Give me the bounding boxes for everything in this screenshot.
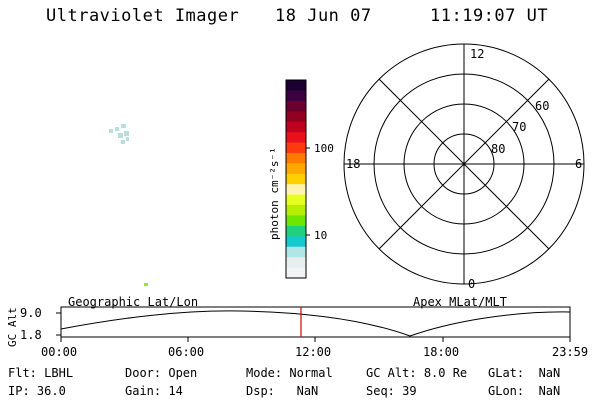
dsp-value: NaN [296,384,319,398]
mode-status: Mode: Normal [246,366,333,380]
x-tick-label-1200: 12:00 [295,345,332,359]
colorbar-unit-label: photon cm⁻²s⁻¹ [268,147,281,240]
gain-value: 14 [168,384,183,398]
geographic-image-panel [109,124,148,286]
mode-value: Normal [289,366,333,380]
seq-status: Seq: 39 [366,384,417,398]
glat-status: GLat: NaN [488,366,560,380]
colorbar-swatch [286,142,306,154]
colorbar: 100 10 photon cm⁻²s⁻¹ [268,79,334,279]
y-tick-label-low: 1.8 [20,328,42,342]
aurora-speck-cluster [109,124,129,144]
colorbar-swatch [286,267,306,279]
colorbar-tick-label-100: 100 [314,142,334,155]
orbit-altitude-curve [60,310,571,337]
filter-status: Flt: LBHL [8,366,73,380]
colorbar-swatch [286,236,306,248]
door-value: Open [168,366,198,380]
orbit-panel-frame [60,306,571,338]
colorbar-frame [285,79,307,279]
data-pixel [144,283,148,286]
orbit-altitude-panel: GC Alt [6,306,571,347]
colorbar-swatch [286,257,306,269]
x-tick-label-2359: 23:59 [552,345,589,359]
lat-label-60: 60 [535,99,549,113]
colorbar-swatch [286,215,306,227]
geographic-label: Geographic Lat/Lon [68,295,199,309]
dsp-label: Dsp: [246,384,275,398]
colorbar-swatch [286,194,306,206]
instrument-title: Ultraviolet Imager [46,6,240,26]
colorbar-swatch [286,121,306,133]
x-tick-label-1800: 18:00 [423,345,460,359]
glat-value: NaN [538,366,561,380]
observation-time: 11:19:07 UT [430,6,549,26]
gc-alt-label: GC Alt: [366,366,417,380]
colorbar-swatch [286,173,306,185]
mode-label: Mode: [246,366,283,380]
polar-labels: 12 18 6 0 60 70 80 [346,47,582,291]
colorbar-swatch [286,205,306,217]
mlt-label-12: 12 [470,47,484,61]
x-tick-label-0600: 06:00 [168,345,205,359]
gain-status: Gain: 14 [125,384,183,398]
colorbar-swatch [286,152,306,164]
colorbar-swatch [286,111,306,123]
colorbar-swatch [286,184,306,196]
lat-label-80: 80 [491,142,505,156]
mlt-label-0: 0 [468,277,475,291]
polar-plot [343,43,585,285]
ip-status: IP: 36.0 [8,384,66,398]
gain-label: Gain: [125,384,162,398]
colorbar-swatch [286,246,306,258]
colorbar-swatch [286,163,306,175]
colorbar-swatch [286,132,306,144]
ip-label: IP: [8,384,30,398]
glon-status: GLon: NaN [488,384,560,398]
filter-label: Flt: [8,366,37,380]
apex-label: Apex MLat/MLT [413,295,507,309]
gc-alt-status: GC Alt: 8.0 Re [366,366,467,380]
seq-label: Seq: [366,384,395,398]
door-label: Door: [125,366,162,380]
gc-alt-value: 8.0 Re [423,366,468,380]
colorbar-gradient [286,80,306,279]
dsp-status: Dsp: NaN [246,384,318,398]
glat-label: GLat: [488,366,525,380]
colorbar-swatch [286,80,306,92]
ip-value: 36.0 [36,384,66,398]
mlt-label-18: 18 [346,157,360,171]
colorbar-swatch [286,225,306,237]
filter-value: LBHL [44,366,74,380]
y-axis-title: GC Alt [6,307,19,347]
colorbar-tick-label-10: 10 [314,229,327,242]
colorbar-swatch [286,100,306,112]
observation-date: 18 Jun 07 [275,6,372,26]
door-status: Door: Open [125,366,197,380]
x-tick-label-0000: 00:00 [41,345,78,359]
colorbar-swatch [286,90,306,102]
mlt-label-6: 6 [575,157,582,171]
lat-label-70: 70 [512,120,526,134]
glon-label: GLon: [488,384,525,398]
polar-diagonal-2 [378,78,550,250]
seq-value: 39 [402,384,417,398]
y-tick-label-high: 9.0 [20,306,42,320]
glon-value: NaN [538,384,561,398]
